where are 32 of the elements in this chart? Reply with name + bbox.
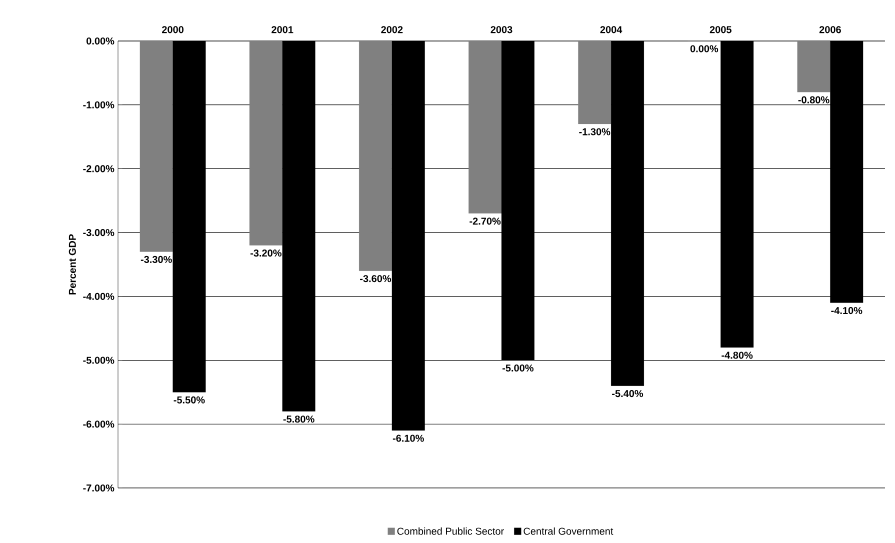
data-label: 0.00%: [690, 45, 718, 52]
y-tick-label: -2.00%: [83, 165, 114, 172]
data-label: -5.50%: [174, 396, 205, 404]
y-tick-label: -4.00%: [83, 292, 114, 300]
data-label: -6.10%: [392, 434, 424, 442]
y-tick-label: -5.00%: [83, 356, 114, 364]
data-label: -3.30%: [140, 256, 172, 264]
x-tick-label: 2001: [272, 26, 294, 34]
data-label: -4.80%: [722, 352, 753, 359]
y-tick-label: -6.00%: [83, 420, 114, 428]
x-tick-label: 2005: [710, 26, 732, 34]
legend-label: Combined Public Sector: [397, 527, 504, 535]
y-tick-label: -7.00%: [83, 484, 114, 492]
x-tick-label: 2002: [381, 26, 403, 34]
x-tick-label: 2003: [490, 26, 512, 34]
y-tick-label: -1.00%: [83, 101, 114, 108]
data-label: -5.40%: [612, 390, 644, 398]
data-label: -3.60%: [360, 275, 392, 282]
data-label: -0.80%: [798, 96, 830, 104]
y-tick-label: 0.00%: [86, 37, 114, 45]
y-axis-title: Percent GDP: [68, 234, 76, 294]
data-label: -4.10%: [831, 307, 862, 314]
x-tick-label: 2004: [600, 26, 622, 34]
data-label: -3.20%: [250, 250, 282, 257]
data-label: -5.00%: [502, 364, 534, 372]
data-label: -1.30%: [579, 128, 610, 136]
y-tick-label: -3.00%: [83, 229, 114, 236]
legend-label: Central Government: [524, 527, 614, 535]
x-tick-label: 2000: [162, 26, 184, 34]
data-label: -5.80%: [283, 416, 314, 423]
x-tick-label: 2006: [819, 26, 841, 34]
data-label: -2.70%: [470, 218, 501, 225]
